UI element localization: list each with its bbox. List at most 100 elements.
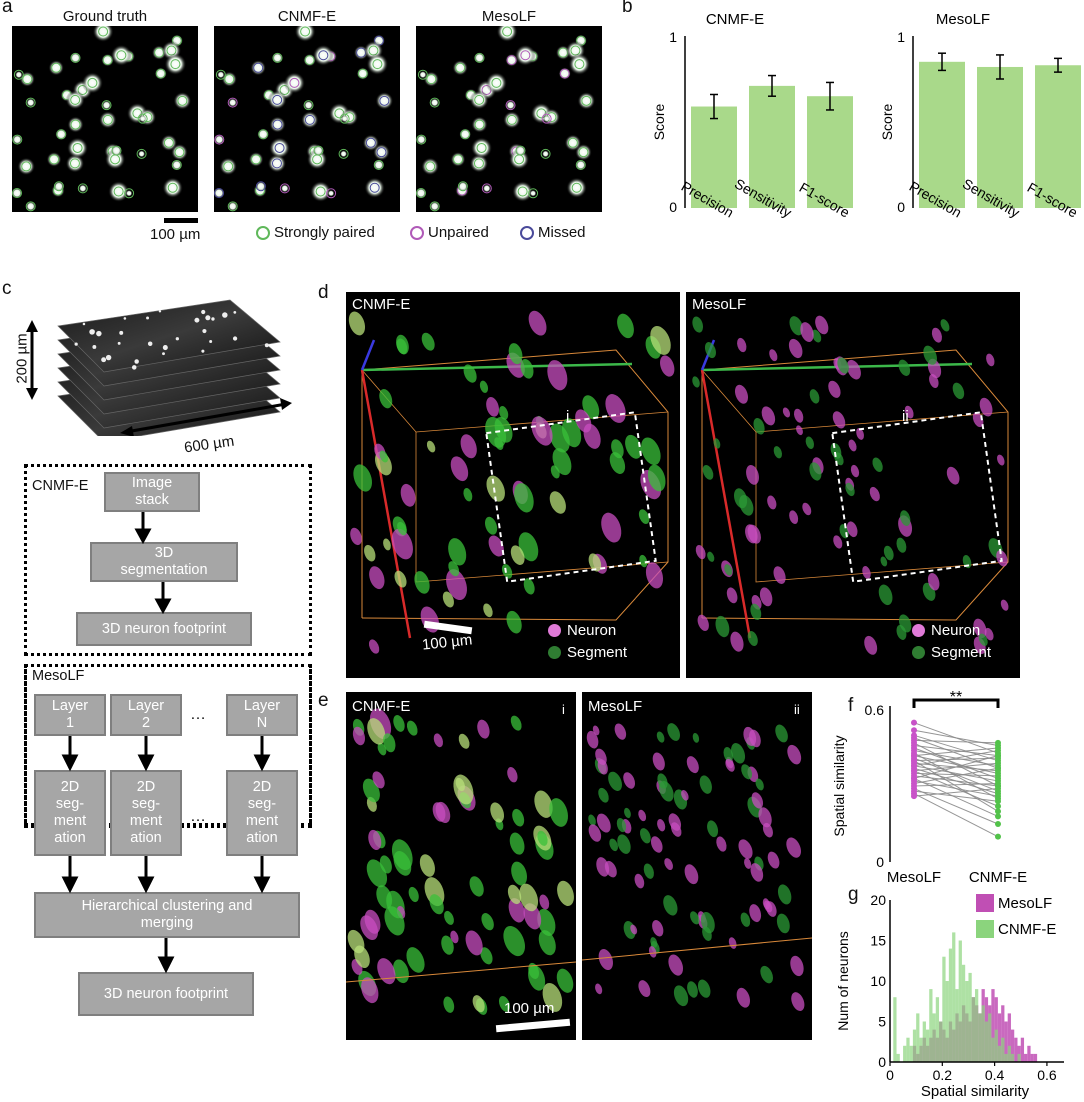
volume-blob — [588, 553, 602, 572]
volume-blob — [769, 349, 778, 362]
point-cnmfe — [995, 821, 1001, 827]
panel-label-d: d — [318, 282, 329, 303]
volume-blob — [625, 434, 642, 459]
volume-blob — [788, 338, 803, 359]
volume-blob — [973, 618, 987, 639]
cnmfe-arrows — [134, 512, 172, 615]
volume-blob — [601, 512, 622, 543]
histogram-bar — [1001, 1005, 1005, 1062]
volume-blob — [498, 995, 511, 1012]
volume-blob — [743, 726, 757, 747]
volume-blob — [639, 828, 651, 844]
histogram-bar — [1004, 1053, 1008, 1062]
volume-blob — [734, 384, 749, 404]
histogram-bar — [1033, 1053, 1038, 1062]
volume-blob — [697, 614, 709, 631]
volume-blob — [986, 353, 995, 367]
volume-blob — [414, 571, 430, 594]
image-stack-illustration — [26, 299, 292, 436]
point-cnmfe — [995, 833, 1001, 840]
volume-blob — [731, 743, 746, 764]
volume-blob — [534, 790, 553, 818]
volume-blob — [397, 521, 407, 536]
bar — [919, 61, 965, 208]
volume-blob — [730, 631, 744, 652]
volume-blob — [419, 854, 435, 877]
significance-label: ** — [950, 690, 962, 706]
bar — [807, 96, 853, 208]
volume-blob — [900, 510, 911, 526]
stack-bright-spot — [89, 329, 95, 335]
volume-blob — [486, 475, 505, 502]
volume-render-mesolf — [686, 292, 1020, 678]
volume-blob — [383, 538, 391, 551]
volume-blob — [472, 995, 485, 1013]
volume-blob — [791, 992, 805, 1012]
volume-blob — [647, 464, 666, 492]
pair-line — [913, 765, 999, 782]
volume-blob — [815, 315, 829, 335]
volume-blob — [372, 771, 385, 789]
stack-bright-spot — [74, 342, 78, 346]
histogram-bar — [1024, 1053, 1028, 1062]
zoom-roi-ii: ii — [794, 702, 800, 717]
volume-blob — [833, 535, 843, 549]
volume-blob — [364, 544, 376, 562]
point-cnmfe — [995, 780, 1001, 787]
volume-blob — [465, 930, 483, 956]
volume-blob — [716, 836, 727, 852]
volume-blob — [443, 996, 455, 1013]
volume-blob — [952, 382, 965, 400]
volume-blob — [904, 405, 914, 419]
volume-blob — [984, 627, 994, 641]
x-tick-label: CNMF-E — [969, 869, 1027, 886]
volume-blob — [583, 423, 601, 449]
volume-blob — [348, 311, 366, 336]
stack-bright-spot — [222, 312, 228, 318]
pair-line — [913, 755, 999, 779]
volume-blob — [448, 561, 460, 577]
point-cnmfe — [995, 808, 1001, 815]
volume-blob — [520, 358, 534, 379]
histogram-bar — [978, 1013, 982, 1062]
volume-blob — [512, 808, 525, 827]
volume-blob — [368, 829, 382, 850]
bounding-box-edge — [346, 961, 576, 983]
point-cnmfe — [995, 747, 1001, 754]
volume-blob — [800, 322, 814, 343]
volume-blob — [379, 389, 393, 409]
volume-blob — [755, 778, 764, 791]
x-axis-arrow — [700, 369, 752, 639]
volume-blob — [350, 527, 362, 546]
micro-image-mesolf — [416, 26, 602, 212]
volume-blob — [790, 955, 804, 977]
volume-blob — [453, 774, 474, 805]
histogram-bar — [906, 1037, 910, 1062]
z-axis-arrow — [360, 339, 376, 371]
histogram-bar — [1030, 1053, 1034, 1062]
volume-blob — [738, 839, 753, 859]
histogram-bar — [975, 989, 979, 1062]
volume-blob — [396, 338, 408, 355]
histogram-bar — [1017, 1053, 1021, 1062]
scalebar-a — [164, 218, 198, 223]
point-mesolf — [911, 793, 917, 800]
volume-blob — [483, 603, 493, 618]
volume-blob — [352, 726, 365, 746]
volume-blob — [561, 418, 582, 448]
histogram-bar — [988, 1013, 992, 1062]
stack-bright-spot — [209, 339, 213, 343]
volume-blob — [657, 819, 666, 832]
volume-blob — [845, 482, 855, 497]
volume-blob — [775, 724, 788, 743]
volume-blob — [864, 635, 878, 655]
volume-blob — [723, 747, 734, 762]
volume-blob — [805, 436, 815, 450]
volume-blob — [777, 884, 792, 905]
point-mesolf — [911, 727, 917, 734]
volume-blob — [638, 809, 647, 822]
legend-missed: Missed — [520, 224, 586, 241]
volume-blob — [699, 775, 712, 794]
volume-blob — [846, 359, 861, 380]
